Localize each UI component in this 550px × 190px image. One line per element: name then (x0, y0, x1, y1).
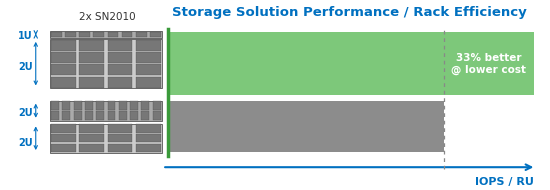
Text: 33% better
@ lower cost: 33% better @ lower cost (451, 53, 526, 75)
Text: IOPS / RU: IOPS / RU (475, 177, 534, 187)
Text: 2U: 2U (18, 108, 33, 118)
Text: 2x SN2010: 2x SN2010 (79, 12, 135, 22)
Text: 2U: 2U (18, 63, 33, 72)
Text: 1U: 1U (18, 31, 33, 41)
Text: Storage Solution Performance / Rack Efficiency: Storage Solution Performance / Rack Effi… (172, 6, 527, 19)
Text: 2U: 2U (18, 139, 33, 148)
